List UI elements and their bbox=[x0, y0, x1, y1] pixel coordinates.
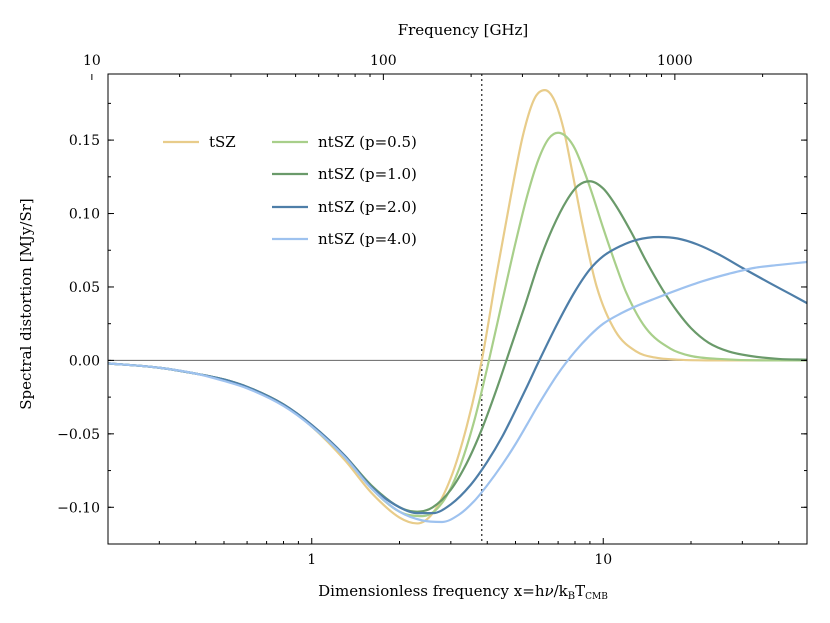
legend-label: ntSZ (p=2.0) bbox=[318, 198, 417, 216]
top-tick-label: 100 bbox=[370, 53, 397, 69]
y-tick-label: −0.05 bbox=[57, 427, 100, 443]
legend: tSZ ntSZ (p=0.5) ntSZ (p=1.0) ntSZ (p=2.0) n… bbox=[163, 133, 417, 248]
y-tick-label: −0.10 bbox=[57, 500, 100, 516]
series-line-4 bbox=[108, 235, 807, 515]
ticks-layer: −0.10 −0.05 0.00 0.05 0.10 0.15 1 10 10 100 1000 bbox=[57, 53, 808, 568]
y-tick-label: 0.00 bbox=[69, 353, 100, 369]
x-axis-label: Dimensionless frequency x=hν/kBTCMB bbox=[318, 582, 608, 602]
x-tick-label: 1 bbox=[307, 552, 316, 568]
top-tick-label: 1000 bbox=[657, 53, 693, 69]
y-tick-label: 0.10 bbox=[69, 207, 100, 223]
x-tick-label: 10 bbox=[594, 552, 612, 568]
series-line-1 bbox=[108, 89, 807, 525]
legend-label: tSZ bbox=[209, 133, 236, 151]
legend-label: ntSZ (p=0.5) bbox=[318, 133, 417, 151]
series-line-5 bbox=[108, 260, 807, 524]
legend-label: ntSZ (p=1.0) bbox=[318, 165, 417, 183]
top-axis-label: Frequency [GHz] bbox=[398, 21, 529, 39]
y-tick-label: 0.15 bbox=[69, 133, 100, 149]
legend-label: ntSZ (p=4.0) bbox=[318, 230, 417, 248]
y-axis-label: Spectral distortion [MJy/Sr] bbox=[17, 198, 35, 410]
series-layer bbox=[108, 89, 807, 525]
plot-frame bbox=[107, 73, 808, 545]
y-tick-label: 0.05 bbox=[69, 280, 100, 296]
top-tick-label: 10 bbox=[83, 53, 101, 69]
